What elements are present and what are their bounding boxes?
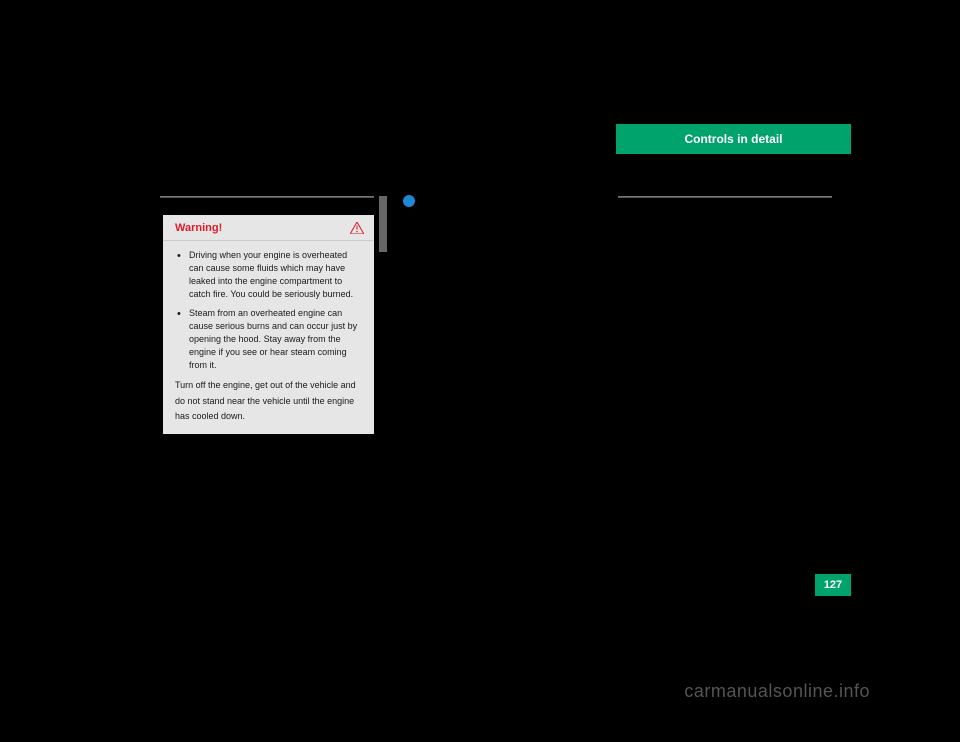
section-header-title: Controls in detail: [684, 132, 782, 146]
page-number-box: 127: [815, 574, 851, 596]
watermark-text: carmanualsonline.info: [684, 681, 870, 702]
right-column-rule: [618, 196, 832, 198]
warning-bullet: Driving when your engine is overheated c…: [175, 249, 364, 301]
warning-bullet: Steam from an overheated engine can caus…: [175, 307, 364, 372]
warning-header: Warning!: [163, 215, 374, 241]
info-dot-icon: [403, 195, 415, 207]
page-number: 127: [824, 579, 842, 591]
section-header: Controls in detail: [616, 124, 851, 154]
warning-triangle-icon: [350, 222, 364, 234]
warning-title: Warning!: [175, 222, 222, 234]
warning-box: Warning! Driving when your engine is ove…: [163, 215, 374, 434]
warning-bullet-list: Driving when your engine is overheated c…: [175, 249, 364, 372]
left-column-rule: [160, 196, 374, 198]
warning-footer-text: Turn off the engine, get out of the vehi…: [175, 378, 364, 424]
left-column-rule-tab: [379, 196, 387, 252]
warning-body: Driving when your engine is overheated c…: [163, 241, 374, 434]
